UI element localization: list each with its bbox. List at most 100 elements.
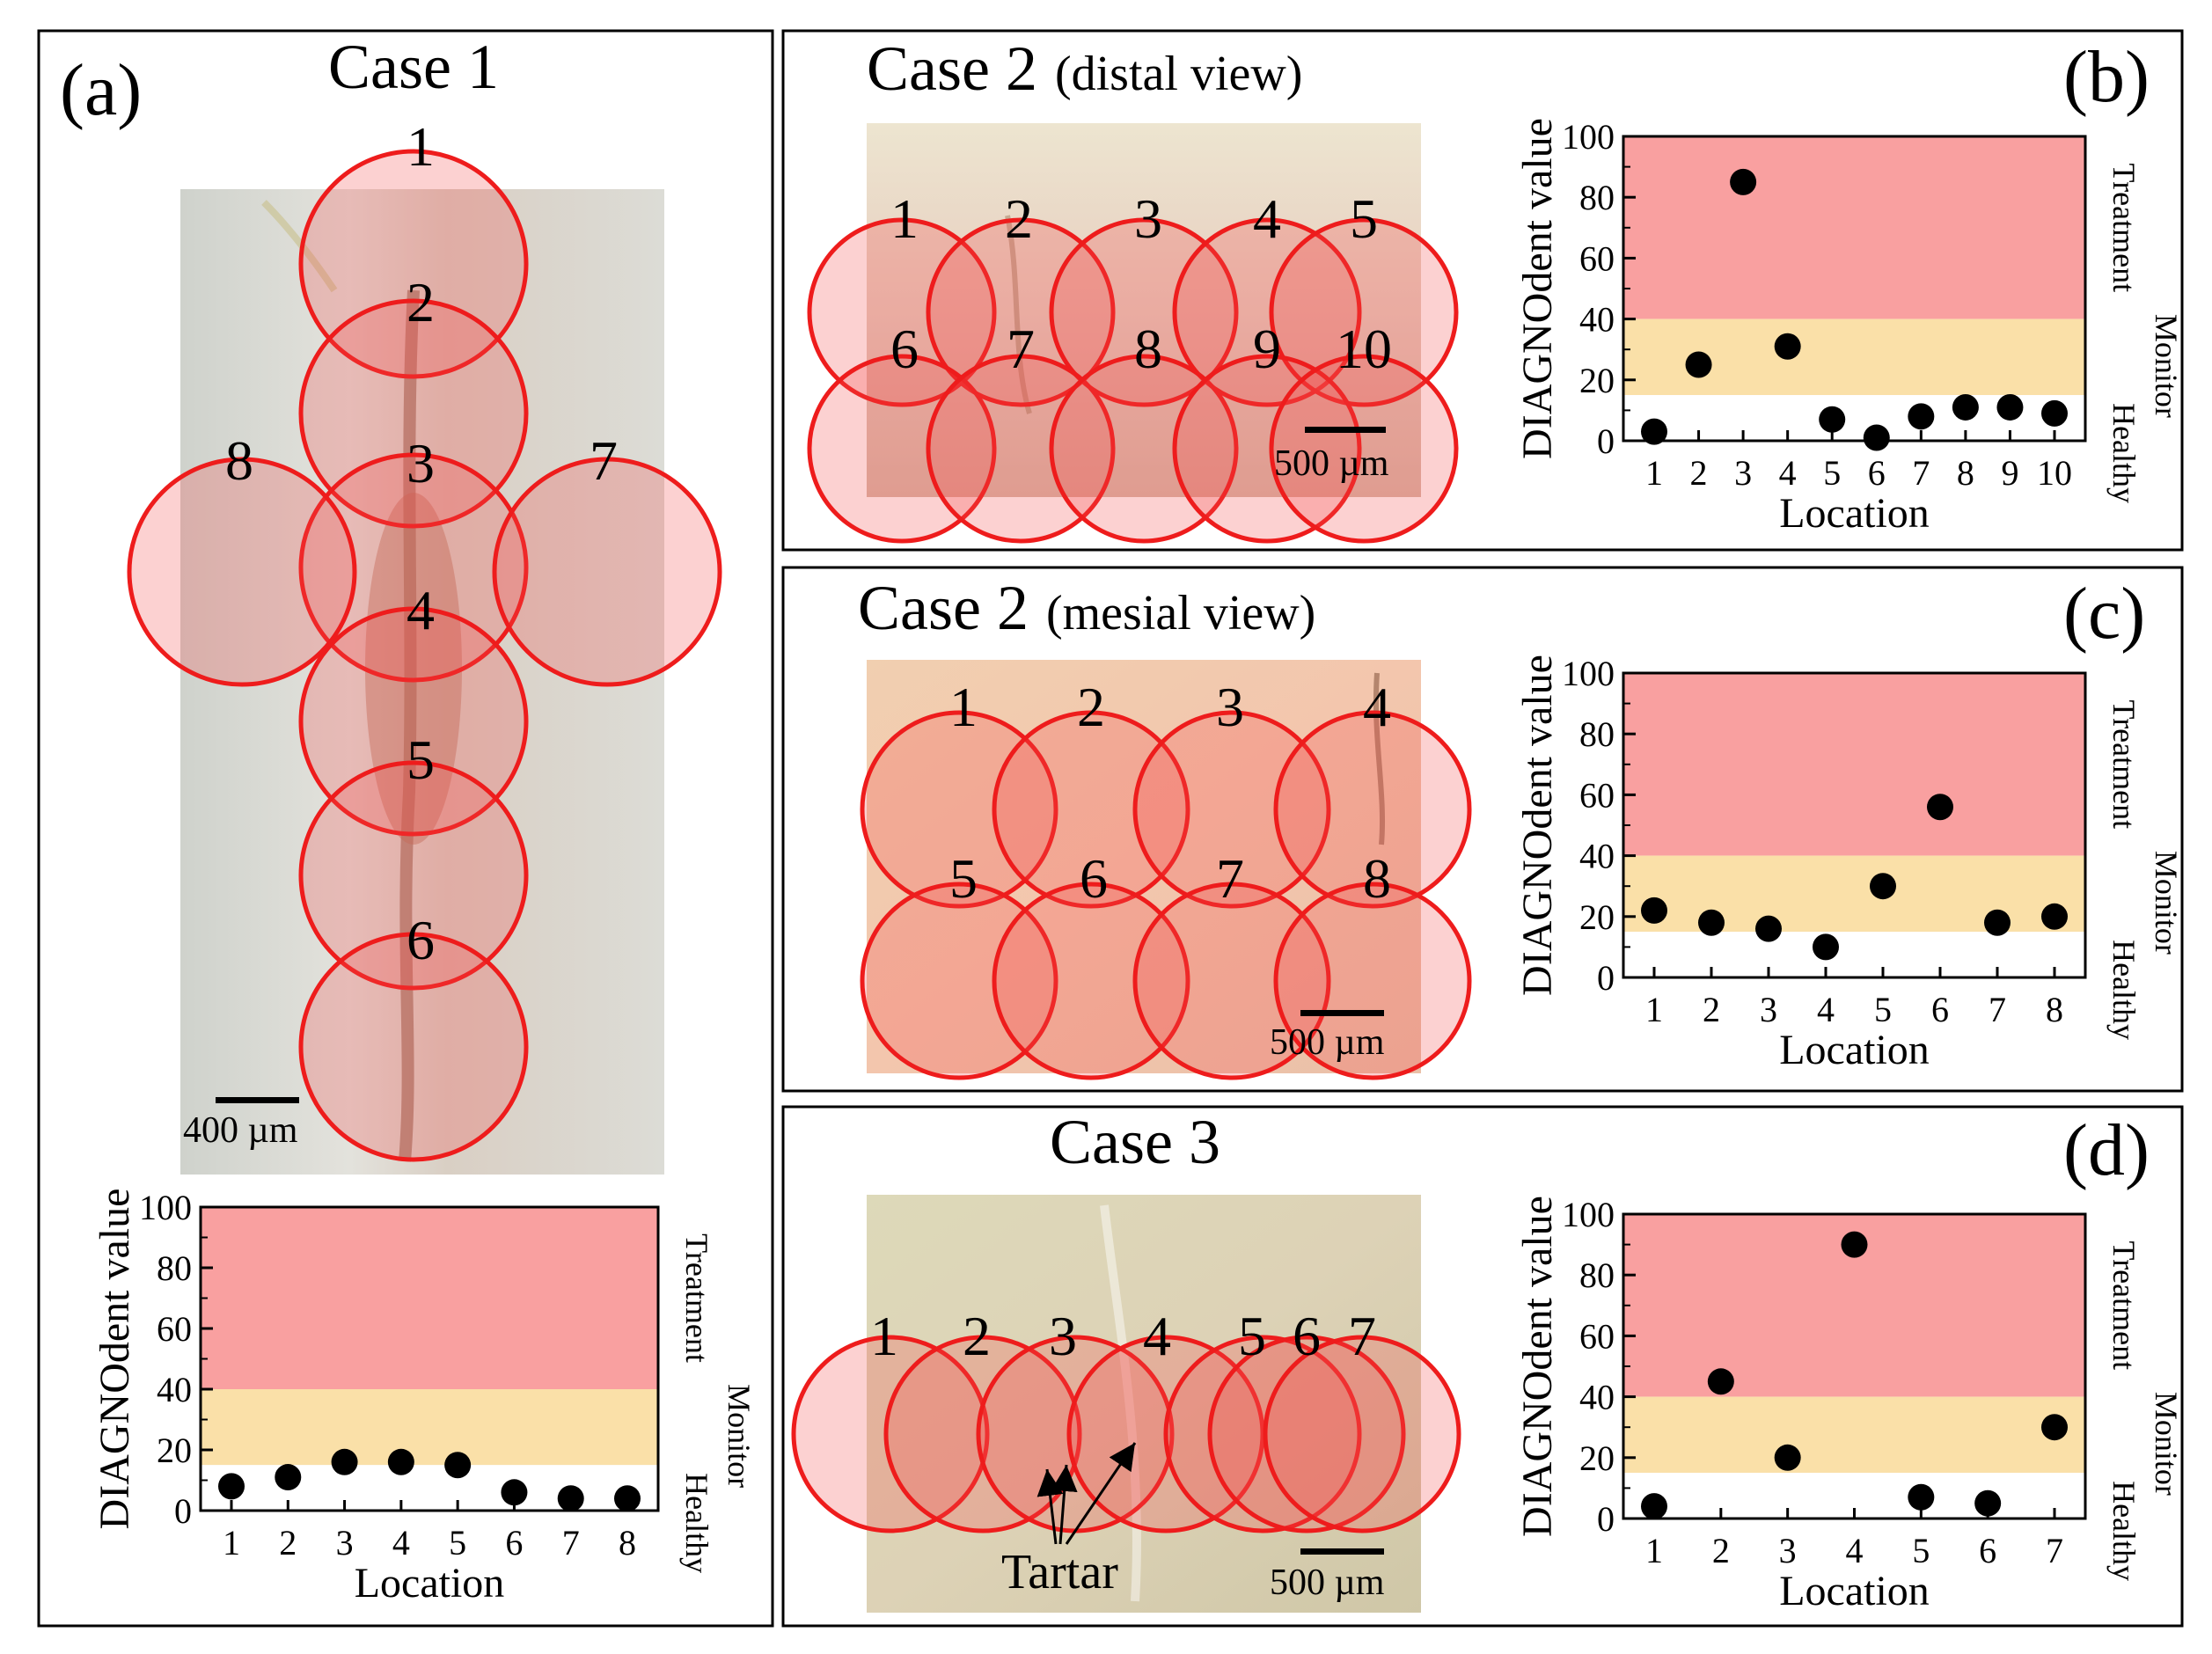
data-point-2 xyxy=(275,1464,302,1491)
x-tick-label-6: 6 xyxy=(1931,990,1949,1029)
tartar-arrow-3 xyxy=(1065,1442,1137,1545)
data-point-6 xyxy=(501,1479,528,1506)
panel-a-title: Case 1 xyxy=(328,32,499,102)
zone-treatment xyxy=(1623,136,2085,319)
x-tick-label-2: 2 xyxy=(279,1523,297,1563)
zone-label-treatment: Treatment xyxy=(2106,1240,2142,1370)
y-axis-label: DIAGNOdent value xyxy=(92,1189,138,1530)
y-tick-label-80: 80 xyxy=(157,1248,192,1288)
case1-scale-label: 400 µm xyxy=(183,1110,298,1151)
zone-label-treatment: Treatment xyxy=(2106,163,2142,292)
measurement-circle-8 xyxy=(127,457,357,687)
case3-scale-label: 500 µm xyxy=(1270,1563,1385,1603)
measurement-label-6: 6 xyxy=(890,318,919,380)
measurement-label-3: 3 xyxy=(407,432,435,494)
x-tick-label-6: 6 xyxy=(1868,453,1886,493)
zone-label-monitor: Monitor xyxy=(2149,851,2184,955)
y-tick-label-0: 0 xyxy=(174,1491,192,1531)
x-tick-label-3: 3 xyxy=(336,1523,354,1563)
measurement-label-4: 4 xyxy=(1143,1305,1171,1367)
case3-photo xyxy=(867,1195,1421,1613)
x-axis-label: Location xyxy=(355,1560,505,1606)
measurement-label-5: 5 xyxy=(949,847,978,910)
y-axis-label: DIAGNOdent value xyxy=(1514,118,1561,459)
zone-label-monitor: Monitor xyxy=(2149,314,2184,418)
measurement-label-7: 7 xyxy=(1348,1305,1376,1367)
x-tick-label-4: 4 xyxy=(1779,453,1797,493)
case3-scale-bar xyxy=(1300,1548,1384,1555)
case1-scale-bar xyxy=(216,1097,299,1103)
y-tick-label-20: 20 xyxy=(157,1431,192,1470)
data-point-8 xyxy=(1952,393,1979,421)
tartar-arrow-2 xyxy=(1051,1464,1078,1545)
measurement-label-2: 2 xyxy=(1077,676,1105,738)
measurement-label-2: 2 xyxy=(407,271,435,333)
x-axis-label: Location xyxy=(1779,490,1930,537)
measurement-circle-1 xyxy=(807,217,997,407)
x-tick-label-7: 7 xyxy=(562,1523,580,1563)
measurement-circle-2 xyxy=(926,217,1116,407)
measurement-label-2: 2 xyxy=(963,1305,991,1367)
measurement-label-9: 9 xyxy=(1253,318,1281,380)
measurement-label-5: 5 xyxy=(1350,187,1378,250)
measurement-circle-7 xyxy=(926,354,1116,544)
y-tick-label-0: 0 xyxy=(1597,1499,1615,1539)
y-tick-label-100: 100 xyxy=(1562,654,1615,693)
y-tick-label-60: 60 xyxy=(157,1309,192,1349)
data-point-5 xyxy=(444,1452,472,1479)
data-point-5 xyxy=(1908,1483,1935,1511)
measurement-label-1: 1 xyxy=(949,676,978,738)
measurement-circle-4 xyxy=(1172,217,1362,407)
measurement-label-1: 1 xyxy=(890,187,919,250)
mesial-scale-label: 500 µm xyxy=(1270,1022,1385,1063)
data-point-3 xyxy=(1774,1444,1801,1471)
measurement-label-8: 8 xyxy=(225,429,253,492)
mesial-circles: 1 2 3 4 5 6 7 8 xyxy=(860,676,1472,1080)
measurement-label-7: 7 xyxy=(1216,847,1244,910)
zone-label-healthy: Healthy xyxy=(2106,940,2142,1040)
x-tick-label-2: 2 xyxy=(1690,453,1708,493)
x-tick-label-5: 5 xyxy=(449,1523,466,1563)
x-tick-label-6: 6 xyxy=(1979,1531,1996,1570)
measurement-label-3: 3 xyxy=(1049,1305,1077,1367)
measurement-label-7: 7 xyxy=(590,429,618,492)
data-point-4 xyxy=(1774,333,1801,360)
measurement-label-10: 10 xyxy=(1336,318,1392,380)
x-tick-label-5: 5 xyxy=(1874,990,1892,1029)
panel-b-title-case: Case 2 xyxy=(867,33,1037,104)
zone-monitor xyxy=(1623,1396,2085,1474)
data-point-6 xyxy=(1863,424,1890,451)
data-point-4 xyxy=(1841,1231,1868,1258)
y-tick-label-80: 80 xyxy=(1579,1255,1615,1295)
measurement-label-8: 8 xyxy=(1363,847,1391,910)
data-point-8 xyxy=(614,1485,641,1512)
data-point-6 xyxy=(1927,794,1953,821)
y-tick-label-60: 60 xyxy=(1579,238,1615,278)
measurement-label-7: 7 xyxy=(1007,318,1035,380)
data-point-10 xyxy=(2041,399,2068,427)
panel-c-title: Case 2 (mesial view) xyxy=(858,573,1315,643)
y-tick-label-40: 40 xyxy=(1579,837,1615,876)
x-tick-label-6: 6 xyxy=(505,1523,523,1563)
measurement-circle-1 xyxy=(298,149,529,379)
mesial-photo-texture xyxy=(1373,672,1386,845)
y-tick-label-0: 0 xyxy=(1597,958,1615,998)
data-point-6 xyxy=(1974,1489,2002,1517)
case1-circles: 1 2 3 4 5 6 7 8 xyxy=(127,115,722,1162)
zone-label-treatment: Treatment xyxy=(2106,699,2142,829)
y-tick-label-60: 60 xyxy=(1579,775,1615,815)
measurement-circle-6 xyxy=(298,932,529,1162)
y-tick-label-60: 60 xyxy=(1579,1316,1615,1356)
measurement-label-4: 4 xyxy=(1363,676,1391,738)
data-point-4 xyxy=(1813,933,1839,961)
data-point-5 xyxy=(1870,873,1896,900)
data-point-5 xyxy=(1819,406,1846,433)
chart-a: 0 20 40 60 80 100 1 2 3 4 5 6 7 8 Location DIAGNOdent v… xyxy=(92,1188,757,1606)
chart-d: 0 20 40 60 80 100 1 2 3 4 5 6 7 Location DIAGNOdent va… xyxy=(1514,1195,2184,1614)
panel-d-frame xyxy=(781,1105,2184,1628)
measurement-label-5: 5 xyxy=(1238,1305,1266,1367)
y-tick-label-100: 100 xyxy=(1562,1195,1615,1234)
data-point-4 xyxy=(387,1448,414,1475)
distal-photo-texture xyxy=(1005,215,1032,414)
y-tick-label-80: 80 xyxy=(1579,714,1615,754)
